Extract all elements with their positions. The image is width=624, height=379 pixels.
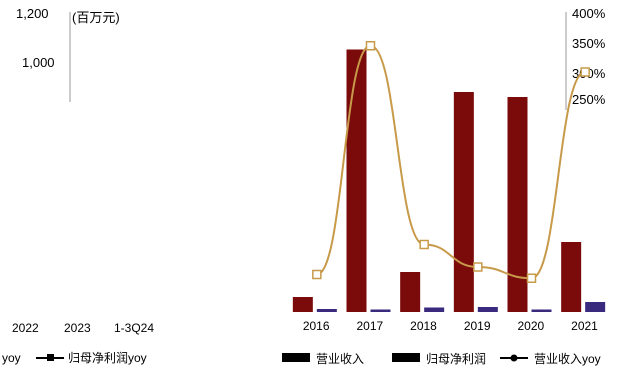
legend-label-营业收入: 营业收入 [316,352,364,366]
y-right-tick-350: 350% [572,36,606,51]
bars-layer [292,49,606,312]
main-legend: 营业收入 归母净利润 营业收入yoy [282,352,601,366]
y-left-tick-1000: 1,000 [22,55,55,70]
y-left-unit: (百万元) [72,10,120,25]
point-营业收入yoy-2017 [365,41,376,51]
y-right-tick-400: 400% [572,6,606,21]
x-tick-2020: 2020 [518,319,545,333]
legend-swatch-营业收入 [282,353,310,362]
left-x-tick-2022: 2022 [12,321,39,335]
bar-归母净利润-2016 [316,309,337,312]
bar-营业收入-2019 [453,92,474,312]
bar-归母净利润-2019 [477,307,498,312]
bar-归母净利润-2021 [585,302,606,312]
bar-营业收入-2017 [346,49,367,312]
legend-label-归母净利润: 归母净利润 [426,352,486,366]
x-tick-layer: 2016 2017 2018 2019 2020 2021 [303,319,598,333]
bar-归母净利润-2017 [370,309,391,312]
left-x-tick-1-3Q24: 1-3Q24 [114,321,154,335]
point-营业收入yoy-2019 [473,262,483,272]
point-营业收入yoy-2020 [526,273,537,283]
bar-营业收入-2018 [400,272,421,312]
legend-left-second-label: 归母净利润yoy [68,351,147,365]
left-x-tick-2023: 2023 [64,321,91,335]
bar-营业收入-2021 [561,242,582,312]
x-tick-2018: 2018 [410,319,437,333]
bar-归母净利润-2018 [424,307,445,312]
bar-营业收入-2020 [507,97,528,312]
legend-left-square-marker [47,354,54,361]
line-营业收入yoy [316,44,586,280]
x-tick-2017: 2017 [357,319,384,333]
line-layer [312,41,590,283]
y-right-tick-250: 250% [572,92,606,107]
legend-marker-营业收入yoy [510,354,518,362]
x-tick-2016: 2016 [303,319,330,333]
point-营业收入yoy-2018 [419,239,429,250]
bar-归母净利润-2020 [531,309,552,312]
legend-label-营业收入yoy: 营业收入yoy [534,352,601,366]
x-tick-2021: 2021 [571,319,598,333]
legend-swatch-归母净利润 [392,353,420,362]
bar-营业收入-2016 [292,297,313,312]
x-tick-2019: 2019 [464,319,491,333]
point-营业收入yoy-2021 [580,67,590,77]
legend-left-fragment: yoy [2,351,21,365]
y-left-tick-1200: 1,200 [16,6,49,21]
point-营业收入yoy-2016 [312,269,322,280]
